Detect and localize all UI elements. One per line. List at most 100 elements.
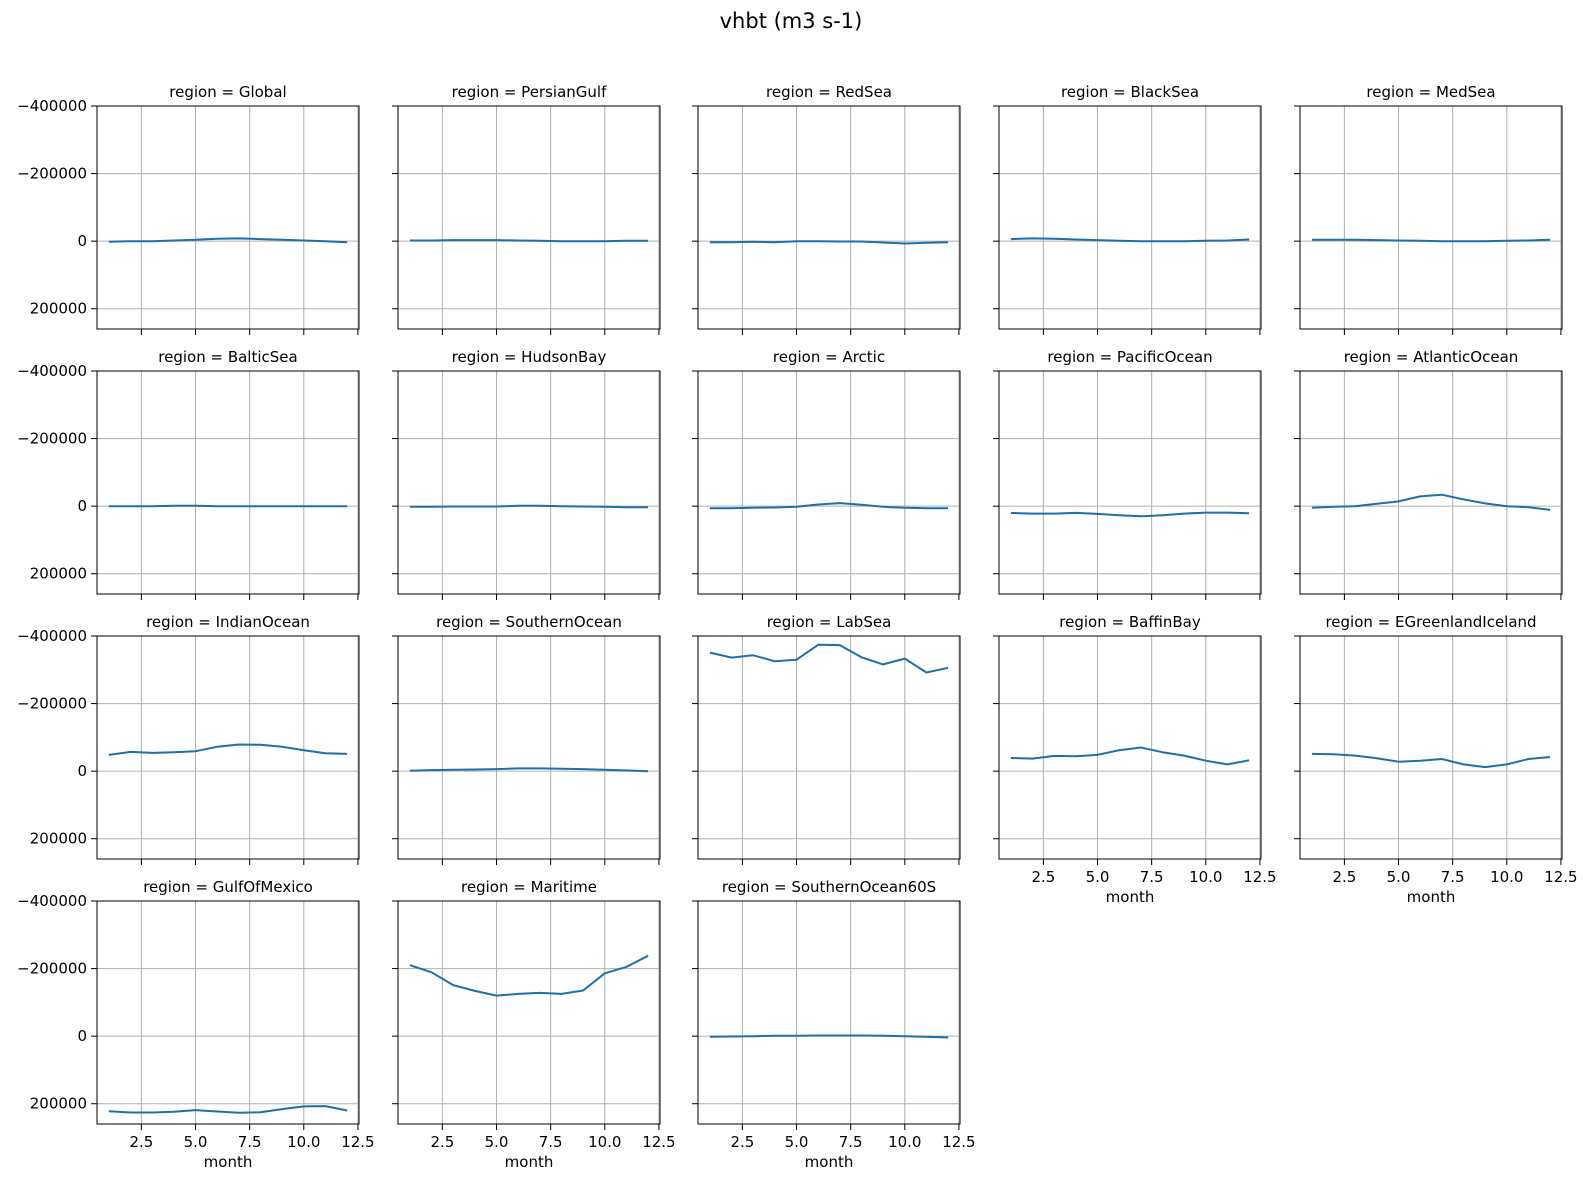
y-tick-label: −400000 [17,627,87,645]
series-line [109,1106,347,1113]
x-axis-label: month [505,1153,554,1171]
y-tick-label: 0 [77,1027,87,1045]
axes-frame [698,106,960,329]
x-axis-label: month [1407,888,1456,906]
panel-title: region = PersianGulf [452,83,607,101]
axes-frame [698,371,960,594]
panel-3: region = RedSea [692,83,960,335]
panel-title: region = BlackSea [1061,83,1199,101]
x-tick-label: 12.5 [341,1133,374,1151]
series-line [109,745,347,755]
panel-4: region = BlackSea [993,83,1261,335]
panel-14: region = BaffinBay 2.5 5.0 7.5 10.0 12.5 month [993,613,1277,906]
panel-title: region = GulfOfMexico [143,878,313,896]
series-line [1312,754,1550,767]
panel-title: region = PacificOcean [1047,348,1212,366]
series-line [410,506,648,507]
x-tick-label: 7.5 [1140,868,1164,886]
x-tick-label: 10.0 [287,1133,320,1151]
panel-title: region = MedSea [1366,83,1495,101]
axes-frame [398,106,660,329]
x-tick-label: 12.5 [642,1133,675,1151]
panel-7: region = HudsonBay [392,348,660,600]
axes-frame [1300,371,1562,594]
x-tick-label: 12.5 [1544,868,1577,886]
x-tick-label: 5.0 [1086,868,1110,886]
axes-frame [97,106,359,329]
y-tick-label: 200000 [30,830,87,848]
y-tick-label: 0 [77,232,87,250]
panel-5: region = MedSea [1294,83,1562,335]
y-tick-label: −400000 [17,892,87,910]
panel-title: region = BaffinBay [1059,613,1201,631]
y-tick-label: −200000 [17,695,87,713]
panel-2: region = PersianGulf [392,83,660,335]
x-tick-label: 5.0 [485,1133,509,1151]
panel-12: region = SouthernOcean [392,613,660,865]
x-tick-label: 10.0 [1189,868,1222,886]
axes-frame [999,106,1261,329]
panel-title: region = AtlanticOcean [1344,348,1519,366]
panel-title: region = IndianOcean [146,613,310,631]
series-line [710,503,948,508]
y-tick-label: −400000 [17,362,87,380]
x-tick-label: 12.5 [1243,868,1276,886]
panel-title: region = Global [169,83,286,101]
axes-frame [1300,636,1562,859]
panel-title: region = HudsonBay [452,348,607,366]
x-tick-label: 10.0 [588,1133,621,1151]
axes-frame [999,636,1261,859]
panel-8: region = Arctic [692,348,960,600]
x-tick-label: 5.0 [1387,868,1411,886]
y-tick-label: 200000 [30,1095,87,1113]
series-line [710,645,948,673]
panel-title: region = SouthernOcean [436,613,622,631]
panel-title: region = Arctic [773,348,885,366]
axes-frame [398,636,660,859]
panel-title: region = RedSea [766,83,892,101]
x-axis-label: month [204,1153,253,1171]
series-line [1011,748,1249,765]
x-tick-label: 7.5 [238,1133,262,1151]
x-tick-label: 7.5 [539,1133,563,1151]
panel-title: region = Maritime [461,878,597,896]
panel-11: region = IndianOcean−400000−200000020000… [17,613,359,865]
axes-frame [698,901,960,1124]
panel-title: region = EGreenlandIceland [1325,613,1536,631]
panel-title: region = LabSea [767,613,892,631]
panel-9: region = PacificOcean [993,348,1261,600]
panel-13: region = LabSea [692,613,960,865]
x-tick-label: 2.5 [1031,868,1055,886]
axes-frame [97,371,359,594]
axes-frame [1300,106,1562,329]
panel-1: region = Global −400000 −200000 0 200000 [17,83,359,335]
x-tick-label: 10.0 [888,1133,921,1151]
series-line [1011,513,1249,517]
axes-frame [999,371,1261,594]
panel-10: region = AtlanticOcean [1294,348,1562,600]
y-tick-label: 200000 [30,565,87,583]
panel-title: region = BalticSea [158,348,297,366]
axes-frame [398,371,660,594]
y-tick-label: −200000 [17,960,87,978]
x-tick-label: 7.5 [1441,868,1465,886]
y-tick-label: −400000 [17,97,87,115]
panel-title: region = SouthernOcean60S [722,878,936,896]
series-line [1312,495,1550,510]
x-tick-label: 2.5 [129,1133,153,1151]
x-tick-label: 5.0 [785,1133,809,1151]
panel-16: region = GulfOfMexico −400000 −200000 0 2000… [17,878,374,1171]
y-tick-label: 0 [77,497,87,515]
y-tick-label: −200000 [17,165,87,183]
panel-grid: region = Global−400000−2000000200000regi… [17,83,1577,1171]
axes-frame [97,901,359,1124]
x-tick-label: 10.0 [1490,868,1523,886]
x-axis-label: month [1106,888,1155,906]
x-tick-label: 2.5 [430,1133,454,1151]
x-axis-label: month [805,1153,854,1171]
y-tick-label: 200000 [30,300,87,318]
